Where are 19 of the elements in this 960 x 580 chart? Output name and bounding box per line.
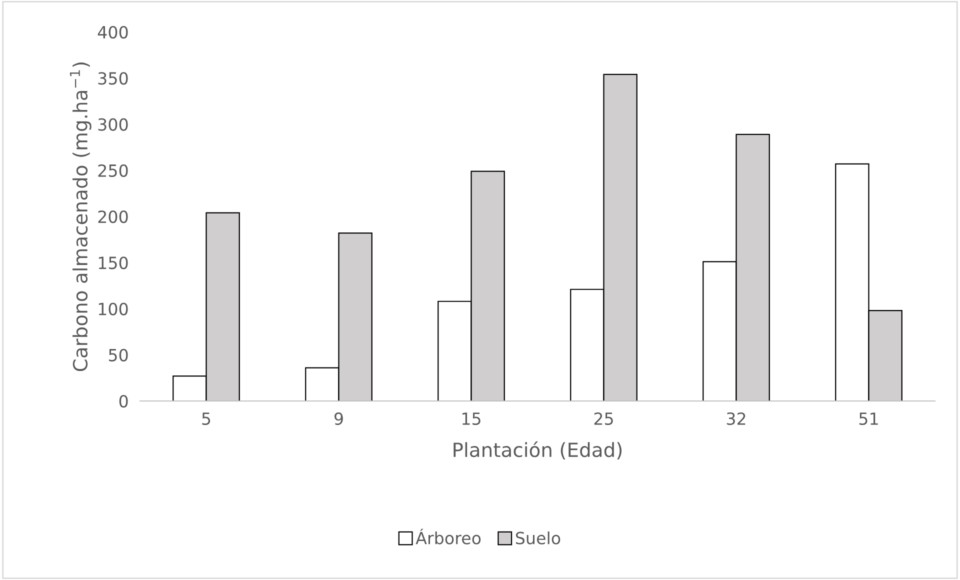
x-axis-title: Plantación (Edad) (454, 441, 622, 460)
legend-label: Árboreo (416, 528, 481, 544)
y-tick-label: 150 (98, 256, 128, 270)
y-tick-label: 0 (119, 394, 128, 408)
x-tick-label: 25 (594, 412, 613, 426)
x-tick-label: 32 (726, 412, 746, 426)
x-tick-label: 51 (859, 412, 878, 426)
y-axis-title: Carbono almacenado (mg.ha$^{−1}$) (70, 62, 92, 372)
x-tick-label: 9 (334, 412, 343, 426)
y-tick-label: 100 (98, 302, 128, 316)
y-tick-label: 250 (98, 164, 128, 177)
y-tick-label: 400 (98, 26, 128, 39)
y-tick-label: 200 (98, 210, 128, 224)
y-tick-label: 350 (98, 72, 128, 85)
y-tick-label: 50 (108, 348, 128, 362)
x-tick-label: 5 (202, 412, 210, 426)
legend-label: Suelo (516, 531, 560, 544)
x-tick-label: 15 (462, 412, 480, 426)
y-tick-label: 300 (98, 118, 128, 131)
